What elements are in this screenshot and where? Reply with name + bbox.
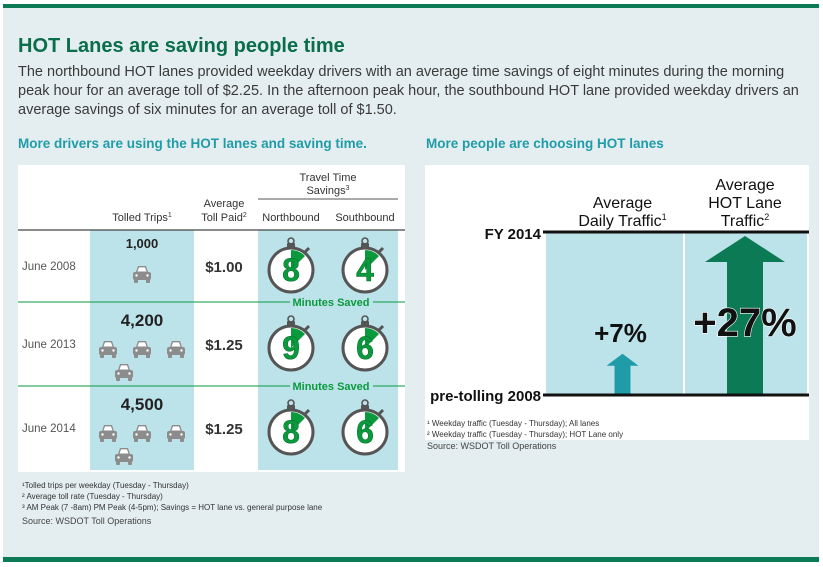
stopwatch-southbound: 6 [341, 315, 389, 372]
category-label-1-line1: Average [593, 195, 652, 212]
tolled-trips-value: 1,000 [126, 236, 159, 251]
tolled-trips-value: 4,200 [121, 311, 164, 330]
right-section-title: More people are choosing HOT lanes [426, 136, 664, 151]
table-row: June 2013 4,200 $1.25 9 6 [22, 311, 389, 381]
growth-arrow-2 [705, 236, 785, 395]
right-footnote-1: ¹ Weekday traffic (Tuesday - Thursday); … [427, 419, 600, 428]
category-label-2-line1: Average [715, 177, 774, 194]
toll-paid-value: $1.00 [205, 259, 243, 276]
row-period: June 2014 [22, 423, 76, 435]
category-label-1-line2: Daily Traffic1 [578, 212, 666, 230]
intro-paragraph: The northbound HOT lanes provided weekda… [18, 64, 799, 118]
category-label-2-line3: Traffic2 [721, 212, 770, 230]
bottom-accent-bar [3, 557, 819, 562]
value-label-2: +27% [693, 301, 796, 345]
stopwatch-northbound: 9 [267, 315, 315, 372]
baseline-label: pre-tolling 2008 [430, 388, 541, 405]
table-row: June 2008 1,000 $1.00 8 4 [22, 236, 389, 294]
toll-paid-header-line1: Average [204, 198, 245, 210]
minutes-saved-southbound: 4 [356, 252, 374, 288]
right-source: Source: WSDOT Toll Operations [427, 441, 557, 451]
row-period: June 2008 [22, 261, 76, 273]
left-footnote-2: ² Average toll rate (Tuesday - Thursday) [22, 492, 163, 501]
headline: HOT Lanes are saving people time [18, 35, 345, 57]
left-footnote-1: ¹Tolled trips per weekday (Tuesday - Thu… [22, 481, 189, 490]
left-section-title: More drivers are using the HOT lanes and… [18, 136, 367, 151]
growth-arrow-1 [606, 353, 639, 395]
minutes-saved-southbound: 6 [356, 330, 374, 366]
traffic-chart-box: +7% Average Daily Traffic1 +27% Average HOT L… [425, 165, 809, 440]
savings-header-line1: Travel Time [299, 172, 356, 184]
northbound-header: Northbound [262, 212, 320, 224]
stopwatch-southbound: 6 [341, 399, 389, 456]
right-footnote-2: ² Weekday traffic (Tuesday - Thursday); … [427, 430, 624, 439]
minutes-saved-label-2: Minutes Saved [292, 381, 369, 393]
stopwatch-southbound: 4 [341, 237, 389, 294]
tolled-trips-header: Tolled Trips1 [112, 212, 172, 224]
southbound-header: Southbound [335, 212, 394, 224]
left-source: Source: WSDOT Toll Operations [22, 516, 152, 526]
toll-paid-value: $1.25 [205, 337, 243, 354]
trips-table: Tolled Trips1 Average Toll Paid2 Travel … [18, 172, 405, 470]
minutes-saved-label-1: Minutes Saved [292, 297, 369, 309]
row-period: June 2013 [22, 339, 76, 351]
toll-paid-value: $1.25 [205, 421, 243, 438]
left-footnote-3: ³ AM Peak (7 -8am) PM Peak (4-5pm); Savi… [22, 503, 323, 512]
stopwatch-northbound: 8 [267, 237, 315, 294]
savings-header-line2: Savings3 [306, 185, 349, 197]
category-label-2-line2: HOT Lane [708, 195, 782, 212]
value-label-1: +7% [594, 318, 647, 348]
fy2014-label: FY 2014 [485, 226, 542, 243]
toll-paid-header-line2: Toll Paid2 [201, 212, 247, 224]
top-accent-bar [3, 4, 819, 8]
trips-table-box: Tolled Trips1 Average Toll Paid2 Travel … [18, 165, 405, 472]
tolled-trips-value: 4,500 [121, 395, 164, 414]
minutes-saved-northbound: 8 [282, 252, 300, 288]
minutes-saved-southbound: 6 [356, 414, 374, 450]
table-row: June 2014 4,500 $1.25 8 6 [22, 395, 389, 465]
minutes-saved-northbound: 9 [282, 330, 300, 366]
stopwatch-northbound: 8 [267, 399, 315, 456]
minutes-saved-northbound: 8 [282, 414, 300, 450]
